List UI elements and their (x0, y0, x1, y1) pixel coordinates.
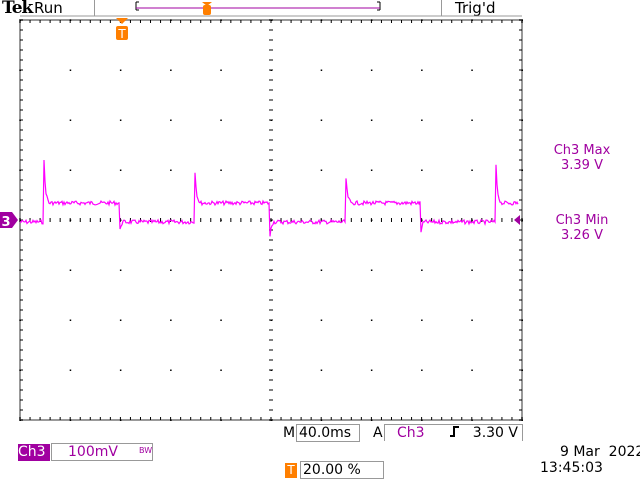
grid-dot (170, 69, 172, 71)
rising-edge-icon (449, 424, 461, 444)
grid-dot (220, 69, 222, 71)
grid-dot (69, 69, 72, 71)
grid-dot (69, 269, 72, 271)
grid-dot (370, 319, 373, 321)
grid-dot (370, 119, 373, 121)
grid-dot (471, 419, 473, 421)
grid-dot (471, 269, 473, 271)
grid-dot (170, 119, 172, 121)
trigger-level-marker (514, 215, 520, 225)
timebase-readout: 40.0ms (296, 424, 360, 442)
grid-dot (220, 119, 222, 121)
measurement-ch3-max: Ch3 Max 3.39 V (537, 143, 627, 173)
measurement-label: Ch3 Min (555, 213, 609, 228)
channel-label[interactable]: Ch3 (18, 444, 50, 461)
grid-dot (521, 419, 523, 421)
ch3-ground-marker: 3 (0, 212, 18, 230)
grid-dot (471, 119, 473, 121)
grid-dot (320, 319, 323, 321)
grid-dot (320, 269, 323, 271)
grid-dot (69, 169, 72, 171)
grid-dot (119, 369, 122, 371)
grid-dot (220, 319, 222, 321)
divider (94, 0, 95, 16)
timebase-prefix: M (283, 425, 296, 441)
measurement-ch3-min: Ch3 Min 3.26 V (537, 213, 627, 243)
grid-dot (69, 369, 72, 371)
trigger-marker-label: T (117, 27, 126, 41)
grid-dot (421, 269, 423, 271)
time: 13:45:03 (540, 460, 603, 476)
grid-dot (170, 369, 172, 371)
grid-dot (521, 369, 523, 371)
measurement-label: Ch3 Max (553, 143, 611, 158)
trigger-readout: Ch3 3.30 V (384, 424, 523, 441)
grid-dot (521, 269, 523, 271)
measurement-value: 3.26 V (561, 228, 603, 243)
grid-dot (320, 419, 323, 421)
volts-per-div: 100mV (68, 444, 118, 460)
grid-dot (421, 419, 423, 421)
bandwidth-limit-indicator: BW (139, 446, 153, 455)
grid-dot (421, 319, 423, 321)
brand-logo: Tek (2, 0, 33, 18)
graticule (19, 19, 523, 421)
grid-dot (370, 419, 373, 421)
grid-dot (119, 169, 122, 171)
grid-dot (220, 269, 222, 271)
trigger-status: Trig'd (455, 0, 496, 17)
grid-dot (220, 419, 222, 421)
grid-dot (119, 269, 122, 271)
grid-dot (521, 69, 523, 71)
grid-dot (471, 319, 473, 321)
grid-dot (69, 119, 72, 121)
grid-dot (320, 369, 323, 371)
grid-dot (421, 169, 423, 171)
grid-dot (370, 269, 373, 271)
grid-dot (119, 419, 122, 421)
record-view-bar (135, 1, 381, 15)
grid-dot (170, 319, 172, 321)
grid-dot (471, 69, 473, 71)
grid-dot (119, 319, 122, 321)
grid-dot (521, 169, 523, 171)
grid-dot (421, 369, 423, 371)
grid-dot (421, 69, 423, 71)
grid-dot (69, 419, 72, 421)
trigger-position-marker: T (116, 18, 128, 41)
trigger-position-icon: T (285, 463, 297, 478)
grid-dot (370, 69, 373, 71)
grid-dot (69, 319, 72, 321)
date: 9 Mar 2022 (560, 444, 640, 460)
grid-dot (521, 319, 523, 321)
trigger-mode: A (373, 425, 383, 441)
grid-dot (320, 119, 323, 121)
trigger-position-readout: 20.00 % (300, 461, 384, 479)
grid-dot (521, 119, 523, 121)
grid-dot (220, 369, 222, 371)
ch3-trace (19, 159, 519, 237)
grid-dot (220, 169, 222, 171)
volts-per-div-readout: 100mV BW (51, 443, 153, 461)
acquisition-state: Run (34, 0, 63, 17)
grid-dot (170, 419, 172, 421)
grid-dot (320, 169, 323, 171)
grid-dot (370, 169, 373, 171)
trigger-source: Ch3 (397, 425, 425, 441)
grid-dot (370, 369, 373, 371)
grid-dot (471, 369, 473, 371)
measurement-value: 3.39 V (561, 158, 603, 173)
grid-dot (119, 69, 122, 71)
grid-dot (421, 119, 423, 121)
grid-dot (471, 169, 473, 171)
grid-dot (170, 269, 172, 271)
channel-marker-label: 3 (1, 215, 10, 230)
grid-dot (119, 119, 122, 121)
divider (441, 0, 442, 16)
grid-dot (320, 69, 323, 71)
trigger-level: 3.30 V (472, 425, 518, 441)
grid-dot (170, 169, 172, 171)
